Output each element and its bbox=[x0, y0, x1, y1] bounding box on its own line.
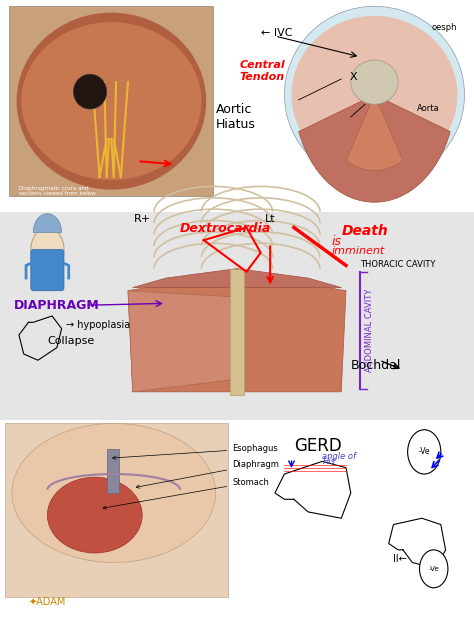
FancyBboxPatch shape bbox=[0, 0, 474, 212]
Text: Aortic
Hiatus: Aortic Hiatus bbox=[216, 103, 255, 131]
Text: R+: R+ bbox=[134, 214, 151, 224]
Text: Il←: Il← bbox=[393, 554, 407, 564]
Text: Dextrocardia: Dextrocardia bbox=[180, 222, 272, 235]
Text: DIAPHRAGM: DIAPHRAGM bbox=[14, 299, 100, 312]
FancyBboxPatch shape bbox=[9, 6, 213, 196]
Ellipse shape bbox=[292, 16, 457, 174]
FancyBboxPatch shape bbox=[0, 212, 474, 420]
Ellipse shape bbox=[12, 423, 216, 562]
FancyBboxPatch shape bbox=[31, 250, 64, 291]
Bar bbox=[107, 449, 118, 493]
Text: ← IVC: ← IVC bbox=[261, 28, 292, 38]
Text: THORACIC CAVITY: THORACIC CAVITY bbox=[360, 260, 436, 269]
Circle shape bbox=[31, 228, 64, 272]
Ellipse shape bbox=[351, 60, 398, 104]
Wedge shape bbox=[299, 95, 450, 202]
Text: oesph: oesph bbox=[431, 23, 457, 32]
Text: imminent: imminent bbox=[332, 246, 385, 256]
Text: ABDOMINAL CAVITY: ABDOMINAL CAVITY bbox=[365, 289, 374, 372]
Text: Aorta: Aorta bbox=[417, 104, 440, 113]
Text: GERD: GERD bbox=[294, 437, 342, 454]
Polygon shape bbox=[128, 291, 237, 392]
Text: Diaphragmatic crura and: Diaphragmatic crura and bbox=[19, 186, 89, 191]
Text: Collapse: Collapse bbox=[47, 336, 95, 346]
Wedge shape bbox=[33, 214, 62, 233]
Text: Death: Death bbox=[341, 224, 388, 238]
FancyBboxPatch shape bbox=[5, 423, 228, 597]
Polygon shape bbox=[128, 272, 346, 392]
Ellipse shape bbox=[284, 6, 465, 183]
Text: X: X bbox=[349, 72, 357, 82]
Text: -Ve: -Ve bbox=[428, 566, 439, 572]
Bar bbox=[230, 269, 244, 395]
Wedge shape bbox=[346, 95, 403, 171]
Ellipse shape bbox=[17, 13, 206, 190]
Ellipse shape bbox=[21, 22, 201, 180]
Ellipse shape bbox=[47, 477, 142, 553]
Polygon shape bbox=[133, 269, 341, 288]
Text: Lt: Lt bbox=[265, 214, 275, 224]
Text: Bochdal: Bochdal bbox=[351, 359, 401, 372]
Text: Central
Tendon: Central Tendon bbox=[239, 60, 285, 82]
Text: is: is bbox=[332, 235, 342, 248]
Circle shape bbox=[408, 430, 441, 474]
Text: → hypoplasia: → hypoplasia bbox=[66, 320, 131, 331]
Text: Esophagus: Esophagus bbox=[112, 444, 278, 459]
Text: angle of: angle of bbox=[322, 452, 356, 461]
Text: sections viewed from below: sections viewed from below bbox=[19, 191, 96, 197]
Text: His: His bbox=[322, 457, 335, 466]
Text: Diaphragm: Diaphragm bbox=[136, 460, 279, 489]
Text: -Ve: -Ve bbox=[419, 447, 430, 456]
Text: ✦ADAM: ✦ADAM bbox=[28, 597, 66, 607]
Text: Stomach: Stomach bbox=[103, 478, 269, 509]
FancyBboxPatch shape bbox=[0, 420, 474, 632]
Circle shape bbox=[419, 550, 448, 588]
Ellipse shape bbox=[73, 75, 107, 109]
